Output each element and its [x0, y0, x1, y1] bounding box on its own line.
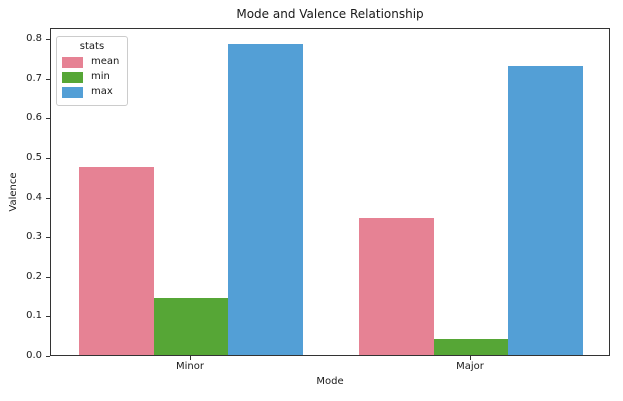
y-tick-label: 0.6	[26, 112, 42, 123]
legend-title: stats	[79, 41, 105, 52]
x-tick-label: Major	[456, 361, 484, 372]
legend-swatch-max	[62, 86, 83, 98]
plot-area: stats mean min max	[50, 28, 610, 356]
y-tick-mark	[46, 237, 50, 238]
y-tick-mark	[46, 356, 50, 357]
y-tick-label: 0.5	[26, 152, 42, 163]
y-tick-label: 0.0	[26, 350, 42, 361]
bar-major-max	[508, 65, 583, 355]
legend-entries: mean min max	[62, 56, 122, 98]
y-tick-label: 0.3	[26, 231, 42, 242]
bar-minor-mean	[79, 166, 154, 355]
chart-title: Mode and Valence Relationship	[236, 7, 424, 21]
bar-major-mean	[359, 218, 434, 355]
legend-entry-mean: mean	[62, 56, 122, 68]
y-tick-mark	[46, 198, 50, 199]
bar-minor-min	[153, 297, 229, 355]
legend: stats mean min max	[56, 36, 128, 106]
legend-swatch-mean	[62, 56, 83, 68]
y-tick-label: 0.8	[26, 33, 42, 44]
y-tick-mark	[46, 158, 50, 159]
bar-minor-max	[228, 44, 303, 355]
y-tick-label: 0.4	[26, 192, 42, 203]
x-tick-label: Minor	[176, 361, 204, 372]
y-tick-label: 0.1	[26, 310, 42, 321]
legend-entry-max: max	[62, 86, 122, 98]
legend-label-min: min	[91, 71, 110, 82]
y-tick-mark	[46, 39, 50, 40]
x-axis-label: Mode	[316, 376, 344, 387]
x-tick-mark	[190, 356, 191, 360]
y-tick-label: 0.7	[26, 73, 42, 84]
y-tick-mark	[46, 277, 50, 278]
y-tick-mark	[46, 118, 50, 119]
legend-label-mean: mean	[91, 56, 120, 67]
y-tick-label: 0.2	[26, 271, 42, 282]
x-tick-mark	[470, 356, 471, 360]
bar-major-min	[433, 339, 509, 355]
legend-swatch-min	[62, 71, 83, 83]
legend-entry-min: min	[62, 71, 122, 83]
legend-label-max: max	[91, 86, 113, 97]
y-tick-mark	[46, 316, 50, 317]
y-tick-mark	[46, 79, 50, 80]
